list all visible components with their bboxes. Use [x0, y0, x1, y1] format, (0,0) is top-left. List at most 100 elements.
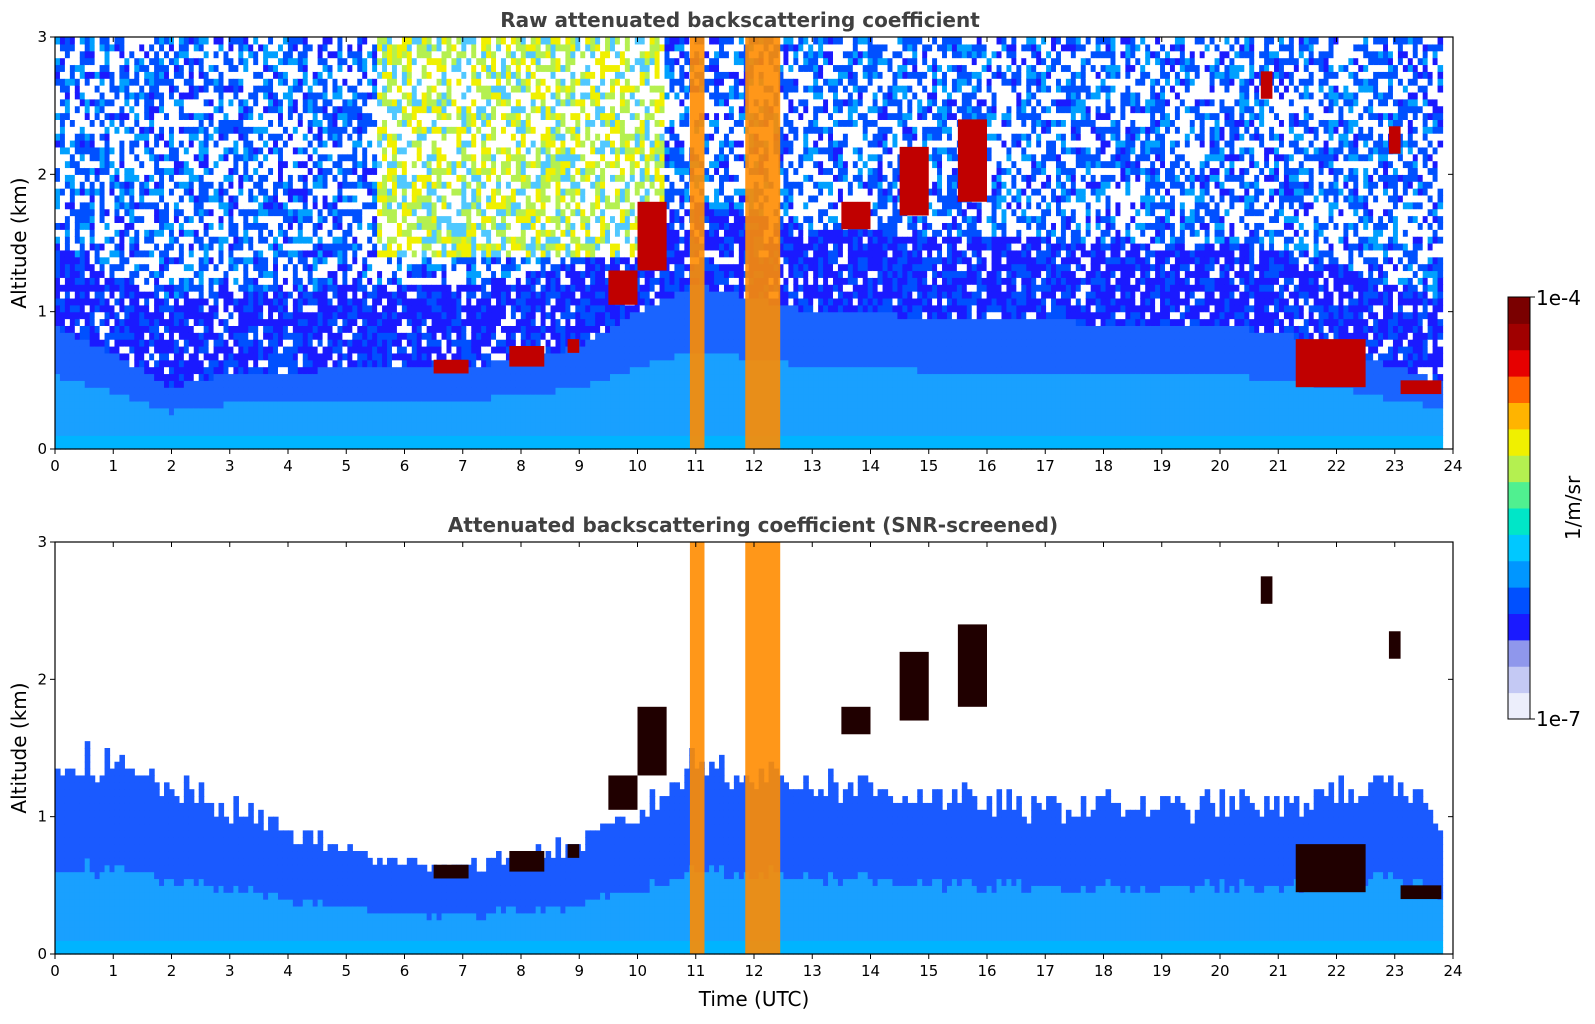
- heatmap-cell: [282, 208, 289, 217]
- heatmap-cell: [426, 249, 433, 258]
- heatmap-cell: [198, 332, 205, 340]
- heatmap-cell: [342, 133, 348, 141]
- heatmap-cell: [248, 71, 254, 79]
- heatmap-cell: [277, 407, 284, 416]
- heatmap-cell: [401, 160, 408, 169]
- heatmap-cell: [79, 277, 86, 285]
- heatmap-cell: [332, 311, 339, 320]
- heatmap-cell: [94, 229, 101, 237]
- heatmap-cell: [144, 284, 150, 292]
- heatmap-cell: [342, 346, 348, 354]
- heatmap-cell: [213, 373, 220, 381]
- heatmap-cell: [99, 112, 106, 120]
- heatmap-cell: [411, 277, 418, 285]
- heatmap-cell: [198, 91, 205, 100]
- heatmap-cell: [431, 133, 438, 141]
- heatmap-cell: [119, 133, 125, 141]
- heatmap-cell: [456, 435, 462, 443]
- heatmap-cell: [292, 236, 299, 244]
- heatmap-cell: [456, 229, 462, 237]
- heatmap-cell: [243, 215, 249, 223]
- heatmap-cell: [213, 57, 220, 66]
- heatmap-cell: [89, 85, 96, 93]
- heatmap-cell: [297, 85, 304, 93]
- heatmap-cell: [218, 194, 225, 203]
- heatmap-cell: [109, 194, 116, 203]
- heatmap-cell: [168, 366, 175, 375]
- heatmap-cell: [421, 325, 428, 333]
- heatmap-cell: [109, 249, 116, 258]
- heatmap-cell: [312, 428, 319, 436]
- heatmap-cell: [332, 352, 339, 361]
- heatmap-cell: [89, 304, 96, 313]
- heatmap-cell: [99, 270, 106, 278]
- heatmap-cell: [69, 270, 76, 278]
- heatmap-cell: [421, 339, 428, 347]
- heatmap-cell: [159, 146, 165, 155]
- heatmap-cell: [203, 284, 210, 292]
- heatmap-cell: [347, 352, 353, 361]
- heatmap-cell: [164, 50, 170, 59]
- heatmap-cell: [238, 133, 244, 141]
- heatmap-cell: [183, 263, 190, 272]
- heatmap-cell: [263, 194, 269, 203]
- heatmap-cell: [223, 208, 230, 217]
- heatmap-cell: [238, 414, 244, 423]
- heatmap-cell: [337, 435, 344, 443]
- heatmap-cell: [159, 222, 165, 230]
- heatmap-cell: [144, 236, 150, 244]
- heatmap-cell: [173, 215, 180, 223]
- heatmap-cell: [273, 291, 279, 299]
- heatmap-cell: [84, 215, 91, 223]
- heatmap-cell: [406, 352, 413, 361]
- heatmap-cell: [396, 304, 403, 313]
- heatmap-cell: [159, 435, 165, 443]
- heatmap-cell: [74, 435, 81, 443]
- heatmap-cell: [208, 222, 215, 230]
- heatmap-cell: [322, 208, 329, 217]
- heatmap-cell: [139, 387, 145, 395]
- heatmap-cell: [426, 428, 433, 436]
- heatmap-cell: [203, 346, 210, 354]
- heatmap-cell: [342, 85, 348, 93]
- heatmap-cell: [159, 387, 165, 395]
- heatmap-cell: [208, 332, 215, 340]
- heatmap-cell: [456, 339, 462, 347]
- heatmap-cell: [154, 297, 160, 306]
- heatmap-cell: [332, 57, 339, 66]
- heatmap-cell: [119, 146, 125, 155]
- heatmap-cell: [446, 387, 453, 395]
- heatmap-cell: [258, 105, 264, 114]
- heatmap-cell: [297, 181, 304, 189]
- heatmap-cell: [198, 194, 205, 203]
- heatmap-cell: [173, 270, 180, 278]
- heatmap-cell: [297, 311, 304, 320]
- heatmap-cell: [446, 71, 453, 79]
- heatmap-cell: [277, 236, 284, 244]
- heatmap-cell: [302, 78, 309, 86]
- heatmap-cell: [263, 215, 269, 223]
- heatmap-cell: [352, 428, 358, 436]
- heatmap-cell: [114, 435, 121, 443]
- heatmap-cell: [396, 263, 403, 272]
- heatmap-cell: [168, 311, 175, 320]
- heatmap-cell: [193, 98, 200, 107]
- heatmap-cell: [263, 277, 269, 285]
- heatmap-cell: [164, 188, 170, 196]
- heatmap-cell: [193, 153, 200, 162]
- heatmap-cell: [144, 442, 150, 450]
- heatmap-cell: [94, 126, 101, 134]
- heatmap-cell: [416, 256, 423, 265]
- heatmap-cell: [431, 188, 438, 196]
- heatmap-cell: [129, 222, 135, 230]
- heatmap-cell: [411, 380, 418, 388]
- heatmap-cell: [154, 98, 160, 107]
- heatmap-cell: [248, 50, 254, 59]
- heatmap-cell: [213, 284, 220, 292]
- heatmap-cell: [451, 236, 457, 244]
- heatmap-cell: [178, 201, 185, 210]
- heatmap-cell: [55, 352, 61, 361]
- heatmap-cell: [441, 146, 448, 155]
- heatmap-cell: [218, 229, 225, 237]
- heatmap-cell: [178, 277, 185, 285]
